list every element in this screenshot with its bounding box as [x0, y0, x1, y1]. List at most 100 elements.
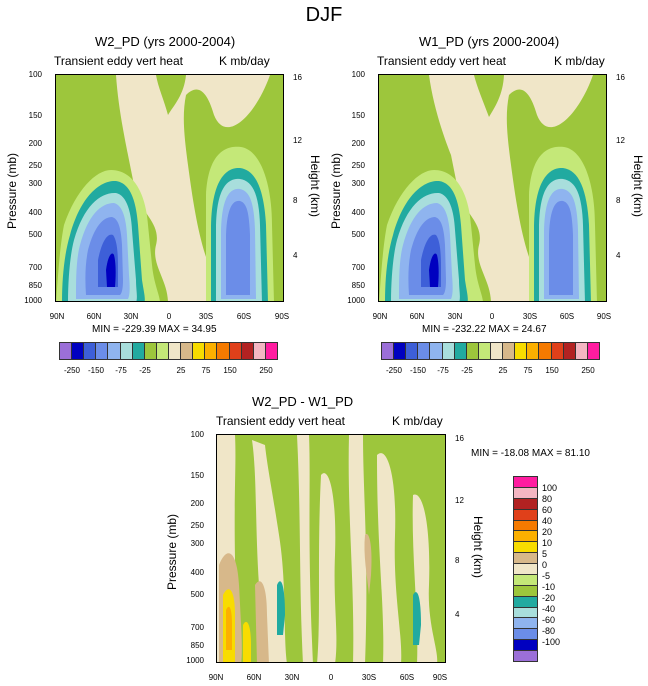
- lat-tick: 60N: [246, 673, 262, 682]
- pressure-tick: 400: [351, 208, 365, 217]
- lat-tick: 60S: [559, 312, 575, 321]
- pressure-tick: 500: [28, 230, 42, 239]
- lat-tick: 90S: [432, 673, 448, 682]
- colorbar-label: 100: [542, 483, 558, 493]
- min-max-stats: MIN = -229.39 MAX = 34.95: [92, 324, 217, 335]
- teal-core: [277, 581, 285, 635]
- pressure-tick: 100: [28, 70, 42, 79]
- colorbar-label: 25: [498, 366, 508, 375]
- height-tick: 4: [616, 251, 621, 260]
- height-tick: 8: [293, 196, 298, 205]
- colorbar-label: -40: [542, 604, 556, 614]
- height-tick: 16: [455, 434, 464, 443]
- panel-units-label: K mb/day: [554, 54, 605, 68]
- pressure-tick: 1000: [186, 656, 204, 665]
- pressure-tick: 850: [351, 281, 365, 290]
- panel-title: W2_PD (yrs 2000-2004): [95, 34, 236, 49]
- colorbar-label: 40: [542, 516, 553, 526]
- bg-band: [348, 435, 367, 662]
- pressure-tick: 700: [190, 623, 204, 632]
- colorbar-label: 60: [542, 505, 553, 515]
- panel-left-label: Transient eddy vert heat: [377, 54, 506, 68]
- navy-core: [106, 253, 116, 287]
- panel-units-label: K mb/day: [392, 414, 443, 428]
- height-tick: 16: [616, 73, 625, 82]
- colorbar-label: -250: [385, 366, 403, 375]
- lat-tick: 30S: [522, 312, 538, 321]
- pressure-tick: 700: [351, 263, 365, 272]
- height-tick: 12: [293, 136, 302, 145]
- colorbar-label: -250: [63, 366, 81, 375]
- height-tick: 16: [293, 73, 302, 82]
- colorbar-label: 150: [545, 366, 559, 375]
- pressure-tick: 200: [351, 139, 365, 148]
- colorbar-label: 250: [259, 366, 273, 375]
- lat-tick: 30N: [447, 312, 463, 321]
- bg-band: [297, 435, 313, 662]
- height-tick: 4: [455, 610, 460, 619]
- colorbar-label: -20: [542, 593, 556, 603]
- contour-plot: [55, 74, 284, 302]
- colorbar-label: 80: [542, 494, 553, 504]
- colorbar-label: 10: [542, 538, 553, 548]
- pressure-tick: 150: [190, 471, 204, 480]
- teal-core: [413, 592, 421, 645]
- lat-tick: 90N: [49, 312, 65, 321]
- figure-title: DJF: [305, 4, 343, 26]
- height-tick: 12: [455, 496, 464, 505]
- lat-tick: 60S: [399, 673, 415, 682]
- tan-band: [364, 534, 372, 595]
- lat-tick: 30N: [123, 312, 139, 321]
- min-max-stats: MIN = -232.22 MAX = 24.67: [422, 324, 547, 335]
- lat-tick: 0: [489, 312, 495, 321]
- lat-tick: 0: [328, 673, 334, 682]
- bg-band: [377, 453, 402, 662]
- pressure-tick: 300: [351, 179, 365, 188]
- pressure-tick: 300: [190, 539, 204, 548]
- colorbar-label: -150: [409, 366, 427, 375]
- y-axis-right-label: Height (km): [308, 155, 322, 218]
- pressure-tick: 100: [190, 430, 204, 439]
- colorbar-vertical: [513, 476, 538, 662]
- lat-tick: 30S: [198, 312, 214, 321]
- colorbar-label: 5: [542, 549, 548, 559]
- green-patch-top: [156, 75, 186, 115]
- pressure-tick: 100: [351, 70, 365, 79]
- blue2-band-sh: [226, 200, 250, 295]
- height-tick: 8: [455, 556, 460, 565]
- tan-band: [255, 581, 269, 662]
- pressure-tick: 850: [190, 641, 204, 650]
- green-patch-top: [474, 75, 504, 117]
- pressure-tick: 200: [190, 499, 204, 508]
- pressure-tick: 700: [28, 263, 42, 272]
- lat-tick: 0: [166, 312, 172, 321]
- colorbar-label: -25: [139, 366, 151, 375]
- colorbar-label: -75: [437, 366, 449, 375]
- gold-core: [226, 606, 232, 650]
- lat-tick: 60N: [409, 312, 425, 321]
- panel-title: W2_PD - W1_PD: [252, 394, 354, 409]
- colorbar-label: -100: [542, 637, 561, 647]
- height-tick: 4: [293, 251, 298, 260]
- lat-tick: 60S: [236, 312, 252, 321]
- pressure-tick: 300: [28, 179, 42, 188]
- colorbar-label: 75: [201, 366, 211, 375]
- panel-title: W1_PD (yrs 2000-2004): [419, 34, 560, 49]
- colorbar-horizontal: [59, 342, 278, 360]
- lat-tick: 90S: [274, 312, 290, 321]
- pressure-tick: 1000: [347, 296, 365, 305]
- pressure-tick: 250: [190, 521, 204, 530]
- colorbar-label: 0: [542, 560, 548, 570]
- colorbar-swatch: [264, 342, 278, 360]
- pressure-tick: 500: [190, 590, 204, 599]
- colorbar-horizontal: [381, 342, 600, 360]
- height-tick: 8: [616, 196, 621, 205]
- lat-tick: 30S: [361, 673, 377, 682]
- contour-plot: [216, 434, 446, 663]
- colorbar-swatch: [586, 342, 600, 360]
- bg-band: [317, 473, 337, 662]
- panel-left-label: Transient eddy vert heat: [54, 54, 183, 68]
- pressure-tick: 250: [351, 161, 365, 170]
- colorbar-label: 250: [581, 366, 595, 375]
- colorbar-label: -75: [115, 366, 127, 375]
